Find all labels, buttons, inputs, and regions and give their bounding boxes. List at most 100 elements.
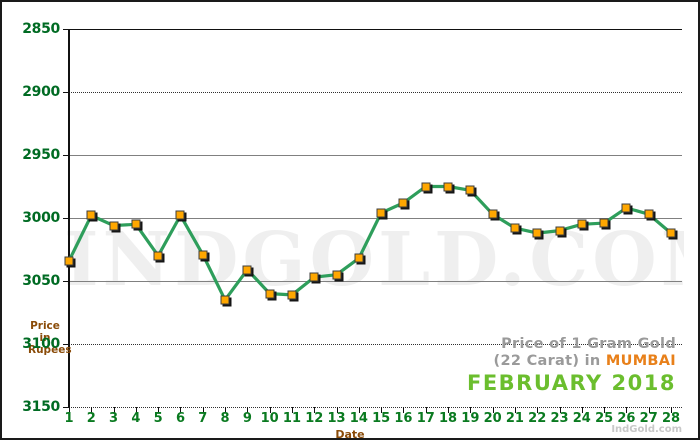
x-tick-label-20: 20	[483, 411, 502, 426]
x-tick-label-25: 25	[595, 411, 614, 426]
y-axis-title-line1: Price in	[30, 320, 60, 344]
gridline-2950	[68, 281, 682, 282]
x-tick-label-3: 3	[109, 411, 119, 426]
x-tick-mark-5	[158, 407, 160, 413]
y-tick-mark-3100	[63, 92, 70, 93]
data-point-marker	[555, 226, 565, 236]
x-tick-label-26: 26	[617, 411, 636, 426]
plot-top-border	[68, 29, 682, 30]
x-tick-mark-16	[403, 407, 405, 413]
legend-line-1: Price of 1 Gram Gold	[501, 336, 676, 352]
y-tick-mark-3150	[63, 29, 70, 30]
x-tick-label-16: 16	[394, 411, 413, 426]
x-tick-mark-22	[537, 407, 539, 413]
data-point-marker	[354, 253, 364, 263]
x-tick-label-12: 12	[305, 411, 324, 426]
data-point-marker	[64, 256, 74, 266]
x-tick-mark-14	[358, 407, 360, 413]
x-tick-label-13: 13	[327, 411, 346, 426]
data-point-marker	[443, 182, 453, 191]
data-point-marker	[153, 251, 163, 261]
gridline-2900	[68, 344, 682, 345]
data-point-marker	[398, 198, 408, 208]
gridline-3050	[68, 155, 682, 156]
x-tick-mark-24	[581, 407, 583, 413]
data-point-marker	[198, 250, 208, 260]
data-point-marker	[86, 210, 96, 220]
data-point-marker	[644, 209, 654, 219]
y-axis-title: Price in Rupees	[28, 320, 72, 356]
x-tick-label-27: 27	[639, 411, 658, 426]
y-tick-label-3150: 2850	[22, 21, 60, 37]
data-point-marker	[175, 210, 185, 220]
gridline-3000	[68, 218, 682, 219]
y-tick-mark-2950	[63, 281, 70, 282]
x-tick-mark-25	[604, 407, 606, 413]
data-point-marker	[131, 219, 141, 229]
x-tick-label-11: 11	[282, 411, 301, 426]
gridline-3100	[68, 92, 682, 93]
x-tick-mark-6	[180, 407, 182, 413]
data-point-marker	[309, 272, 319, 282]
legend-city-name: MUMBAI	[605, 353, 676, 370]
data-point-marker	[510, 223, 520, 233]
x-tick-mark-26	[626, 407, 628, 413]
x-tick-mark-8	[225, 407, 227, 413]
x-tick-mark-28	[671, 407, 672, 413]
y-tick-mark-3000	[63, 218, 70, 219]
y-tick-label-2850: 3150	[22, 399, 60, 415]
site-credit: IndGold.com	[611, 424, 682, 435]
x-tick-mark-4	[135, 407, 137, 413]
y-axis-title-line2: Rupees	[28, 344, 72, 356]
x-tick-mark-17	[425, 407, 427, 413]
x-tick-label-15: 15	[372, 411, 391, 426]
x-tick-label-14: 14	[349, 411, 368, 426]
legend-month-year: FEBRUARY 2018	[466, 371, 676, 396]
data-point-marker	[332, 270, 342, 280]
y-tick-label-2900: 3100	[22, 336, 60, 352]
data-point-marker	[287, 290, 297, 300]
x-axis-title: Date	[335, 428, 365, 440]
data-point-marker	[465, 185, 475, 195]
y-tick-mark-3050	[63, 155, 70, 156]
y-tick-label-2950: 3050	[22, 273, 60, 289]
x-tick-label-7: 7	[198, 411, 208, 426]
y-tick-label-3100: 2900	[22, 84, 60, 100]
x-tick-label-19: 19	[461, 411, 480, 426]
x-tick-label-21: 21	[505, 411, 524, 426]
data-point-marker	[666, 228, 676, 238]
y-tick-label-3050: 2950	[22, 147, 60, 163]
data-point-marker	[220, 295, 230, 305]
x-tick-mark-3	[113, 407, 115, 413]
y-tick-mark-2850	[63, 407, 70, 408]
x-tick-label-24: 24	[572, 411, 591, 426]
data-point-marker	[532, 228, 542, 238]
x-tick-mark-10	[269, 407, 271, 413]
data-point-marker	[577, 219, 587, 229]
legend-carat-text: (22 Carat) in	[493, 353, 606, 370]
data-point-marker	[376, 208, 386, 218]
x-tick-mark-18	[448, 407, 450, 413]
x-tick-label-28: 28	[661, 411, 681, 426]
x-tick-mark-13	[336, 407, 338, 413]
x-tick-mark-20	[492, 407, 494, 413]
y-tick-mark-2900	[63, 344, 70, 345]
x-tick-mark-9	[247, 407, 249, 413]
x-tick-label-8: 8	[220, 411, 230, 426]
legend-line-2: (22 Carat) in MUMBAI	[467, 353, 676, 370]
y-tick-label-3000: 3000	[22, 210, 60, 226]
x-tick-mark-2	[91, 407, 93, 413]
data-point-marker	[265, 289, 275, 299]
x-tick-label-17: 17	[416, 411, 435, 426]
x-tick-mark-7	[202, 407, 204, 413]
x-tick-label-22: 22	[528, 411, 547, 426]
x-tick-label-1: 1	[64, 411, 74, 426]
x-tick-label-23: 23	[550, 411, 569, 426]
data-point-marker	[621, 203, 631, 213]
data-point-marker	[109, 221, 119, 231]
gridline-2850	[68, 407, 682, 408]
data-point-marker	[488, 209, 498, 219]
x-tick-label-5: 5	[153, 411, 163, 426]
x-tick-mark-12	[314, 407, 316, 413]
